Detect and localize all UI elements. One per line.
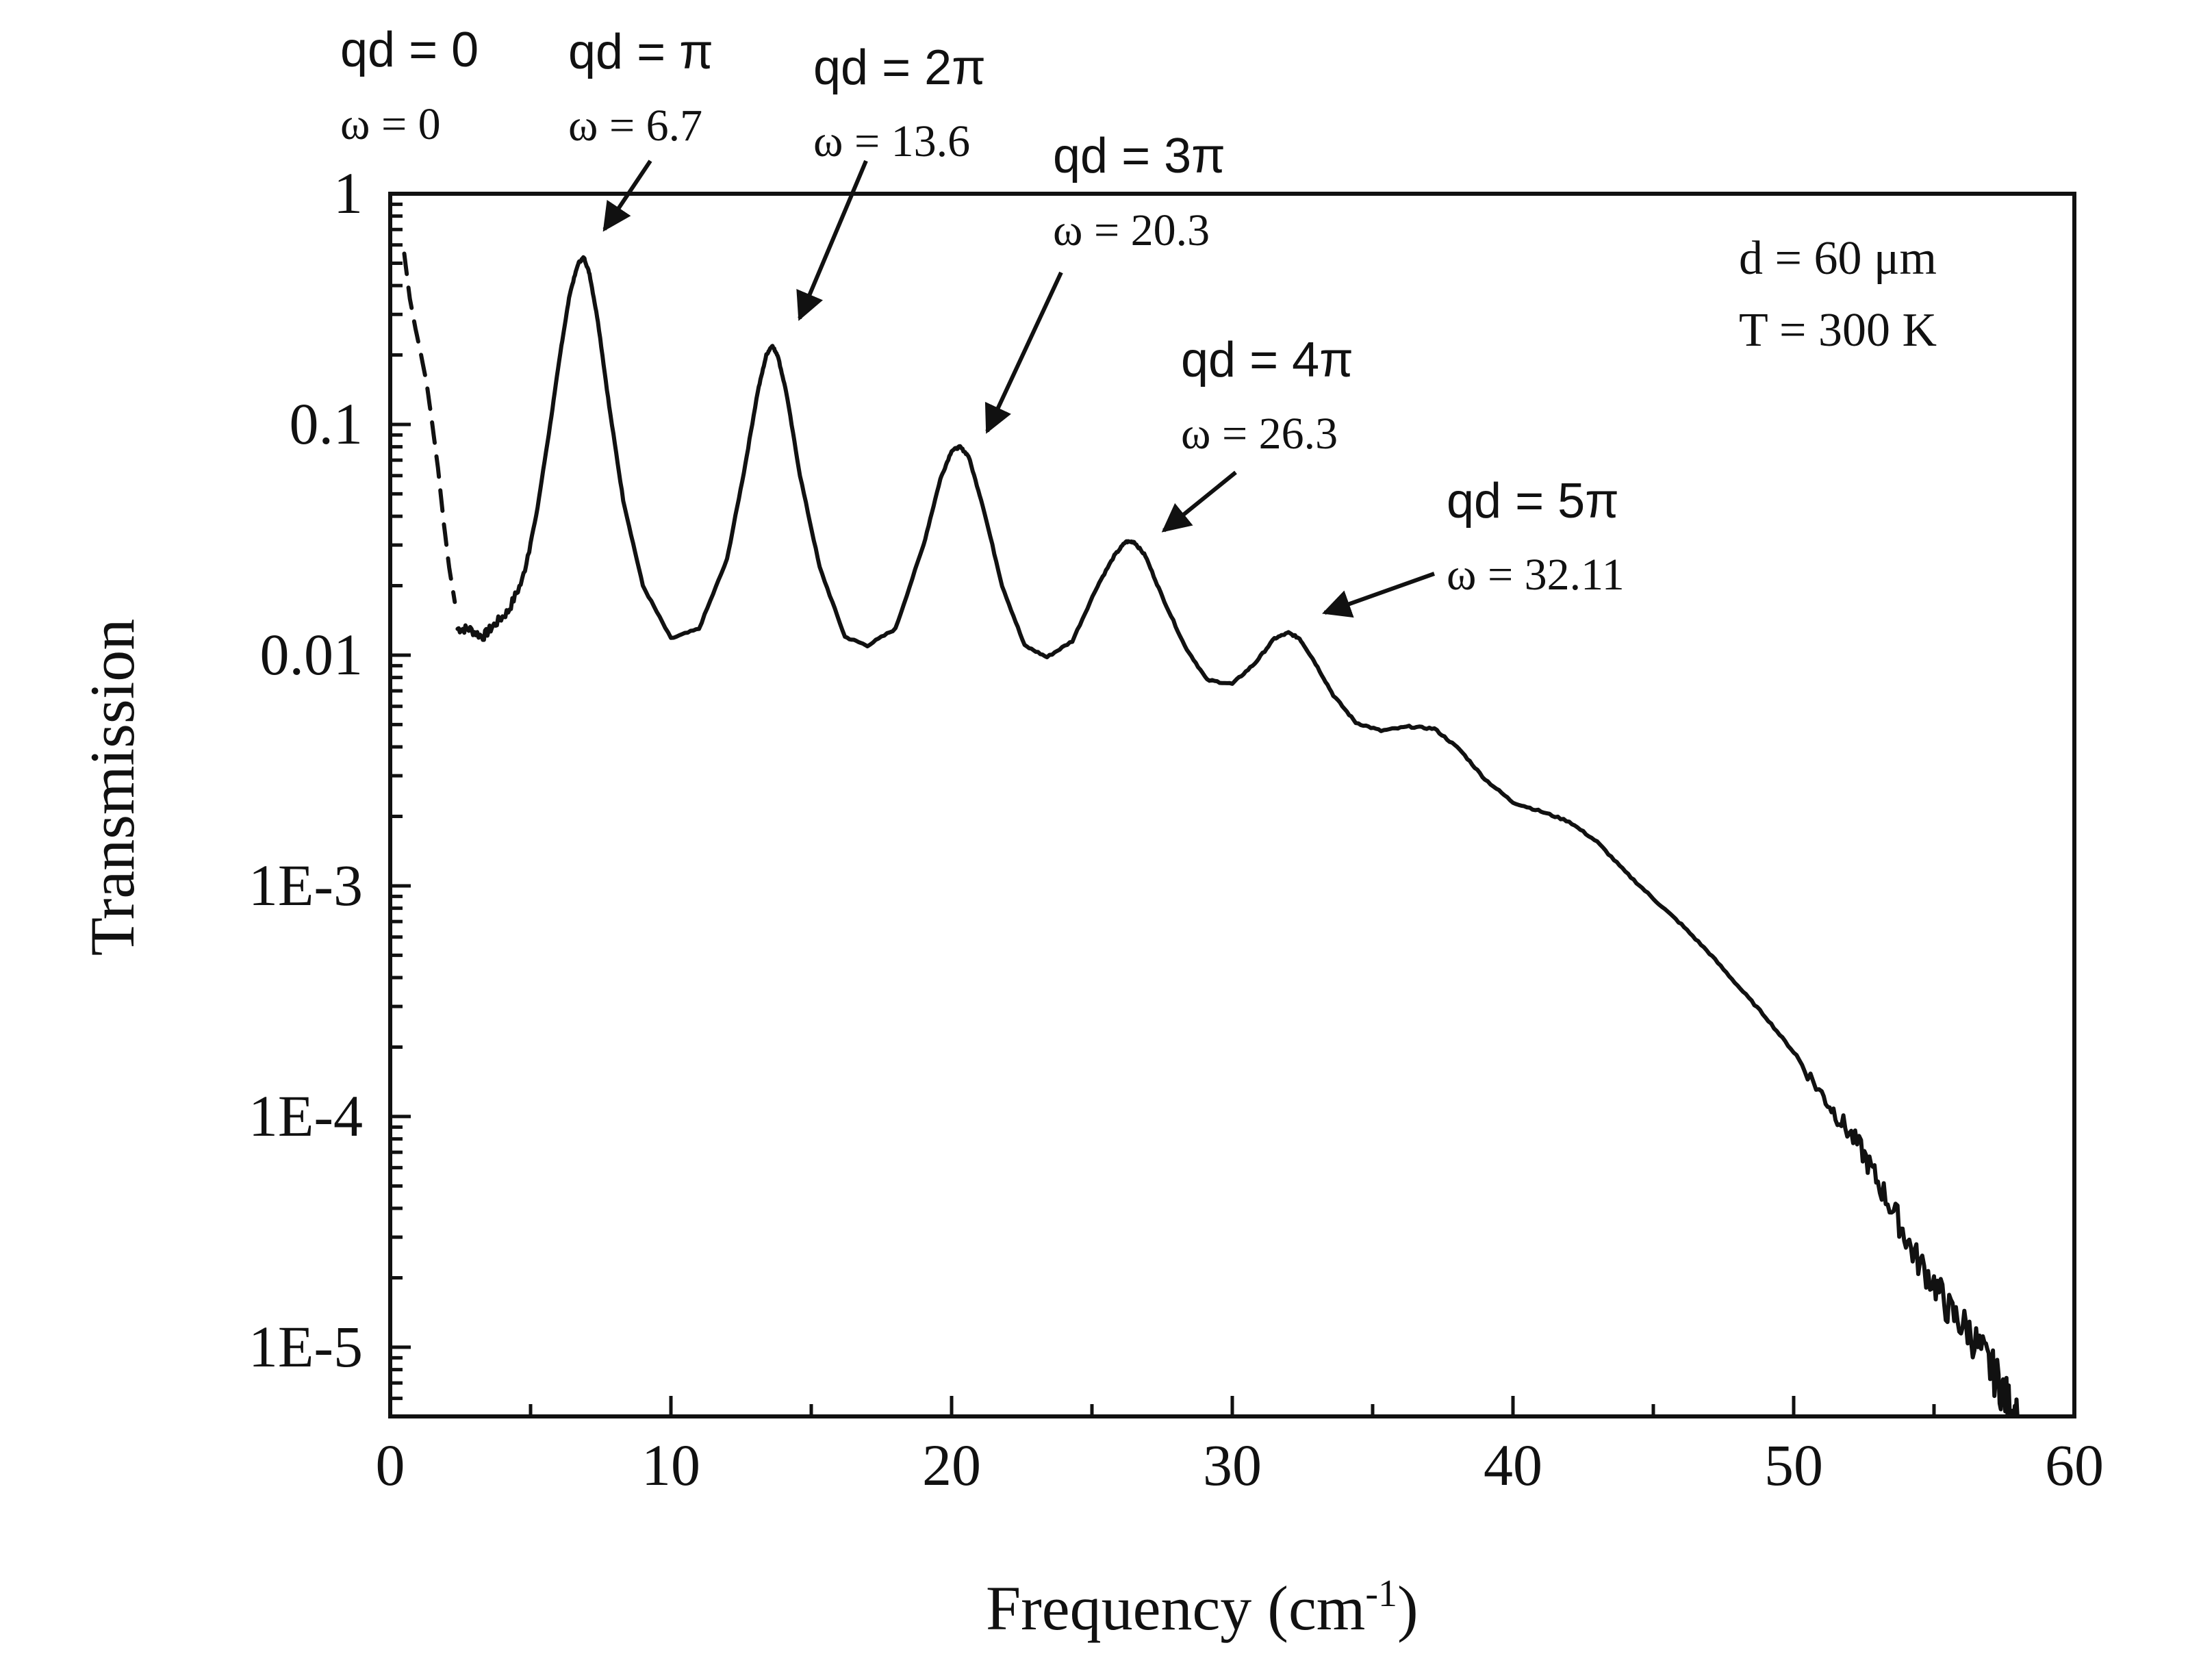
- y-tick-label: 1: [333, 160, 363, 226]
- annotation-omega-1: ω = 6.7: [568, 101, 702, 151]
- x-axis-tick-labels: 0 10 20 30 40 50 60: [376, 1432, 2104, 1498]
- annotation-arrow-2: [796, 160, 868, 321]
- y-axis-title: Transmission: [77, 619, 147, 956]
- x-tick-label: 60: [2045, 1432, 2104, 1498]
- series-line-dashed: [402, 251, 457, 604]
- x-axis-title: Frequency (cm-1): [986, 1573, 1419, 1643]
- y-tick-label: 1E-4: [249, 1083, 363, 1149]
- annotation-arrow-5: [1322, 572, 1436, 618]
- x-tick-label: 20: [922, 1432, 981, 1498]
- annotation-qd-1: qd = π: [568, 25, 713, 79]
- x-tick-label: 0: [376, 1432, 405, 1498]
- annotation-omega-0: ω = 0: [340, 99, 441, 149]
- x-tick-label: 30: [1203, 1432, 1262, 1498]
- annotation-qd-5: qd = 5π: [1447, 474, 1619, 529]
- x-axis-ticks: [388, 1396, 2076, 1416]
- annotation-qd-0: qd = 0: [340, 23, 479, 77]
- x-tick-label: 40: [1484, 1432, 1542, 1498]
- annotation-arrow-1: [602, 160, 652, 232]
- annotation-omega-5: ω = 32.11: [1447, 550, 1625, 600]
- annotation-omega-3: ω = 20.3: [1053, 205, 1210, 255]
- x-tick-label: 10: [641, 1432, 700, 1498]
- series-layer: [402, 251, 2020, 1418]
- annotation-qd-2: qd = 2π: [813, 40, 986, 95]
- y-tick-label: 1E-5: [249, 1314, 363, 1379]
- annotation-omega-2: ω = 13.6: [813, 116, 970, 166]
- annotation-qd-3: qd = 3π: [1053, 129, 1225, 183]
- series-line-transmission: [455, 255, 2020, 1418]
- annotation-qd-4: qd = 4π: [1181, 333, 1353, 387]
- x-tick-label: 50: [1764, 1432, 1823, 1498]
- y-tick-label: 1E-3: [249, 852, 363, 918]
- y-axis-tick-labels: 1 0.1 0.01 1E-3 1E-4 1E-5: [249, 160, 363, 1379]
- annotation-arrow-3: [984, 271, 1063, 434]
- annotation-omega-4: ω = 26.3: [1181, 409, 1338, 459]
- info-thickness: d = 60 μm: [1739, 232, 1937, 285]
- y-axis-ticks: [390, 192, 411, 1401]
- info-temperature: T = 300 K: [1739, 304, 1937, 357]
- annotation-arrow-4: [1161, 470, 1237, 533]
- y-tick-label: 0.1: [290, 391, 364, 457]
- y-tick-label: 0.01: [260, 622, 364, 687]
